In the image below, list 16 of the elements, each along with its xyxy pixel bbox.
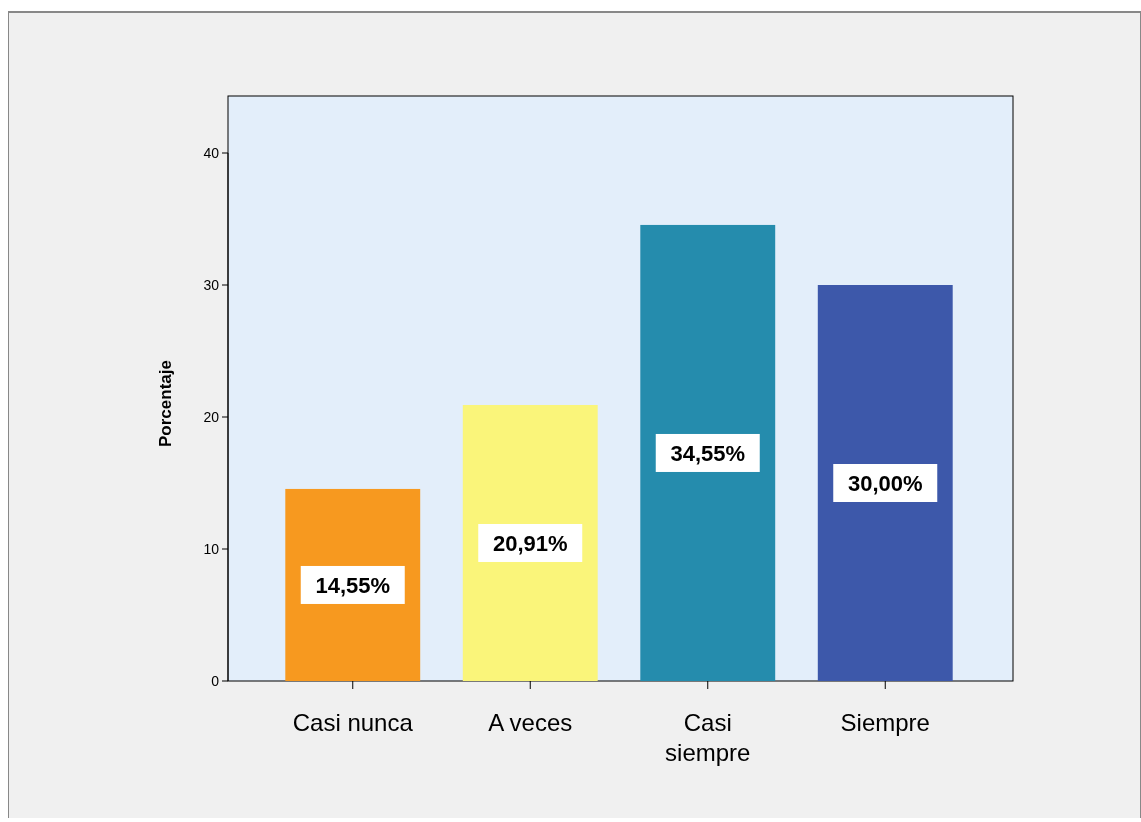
- x-tick-label: Siempre: [840, 709, 930, 736]
- y-tick-label: 30: [203, 277, 220, 293]
- data-label: 20,91%: [492, 530, 568, 556]
- bar: [817, 285, 953, 681]
- y-tick-label: 40: [203, 145, 220, 161]
- x-tick-label: Casi siempre: [665, 709, 751, 766]
- data-label: 30,00%: [847, 471, 923, 496]
- data-label: 14,55%: [315, 572, 391, 598]
- data-label: 34,55%: [670, 440, 746, 466]
- x-tick-label: A veces: [488, 709, 573, 736]
- x-tick-label: Casi nunca: [292, 709, 414, 736]
- y-tick-label: 20: [203, 409, 220, 425]
- bar: [640, 224, 776, 681]
- y-axis-title: Porcentaje: [156, 360, 175, 447]
- y-tick-label: 0: [211, 673, 220, 689]
- y-tick-label: 10: [203, 541, 220, 557]
